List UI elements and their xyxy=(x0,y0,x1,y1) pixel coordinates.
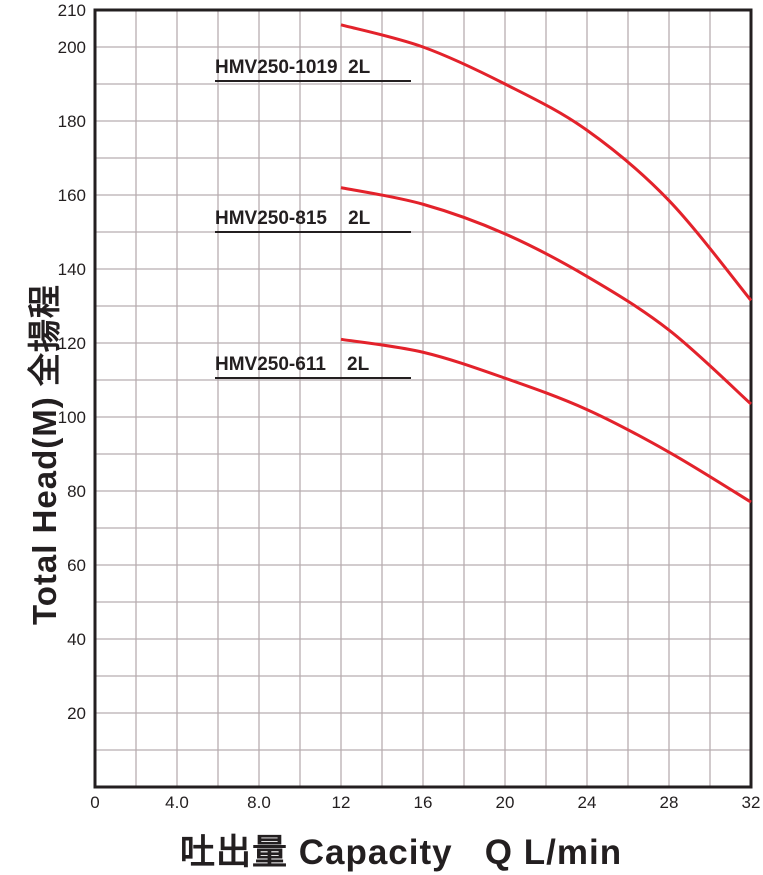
series-line xyxy=(340,337,752,504)
y-tick-label: 20 xyxy=(67,704,86,723)
x-axis-title: 吐出量 Capacity Q L/min xyxy=(180,833,623,872)
y-tick-label: 200 xyxy=(58,38,86,57)
series-label: HMV250-815 2L xyxy=(215,208,371,229)
series-label: HMV250-1019 2L xyxy=(215,57,371,78)
x-tick-label: 8.0 xyxy=(247,793,271,812)
x-tick-label: 20 xyxy=(496,793,515,812)
y-tick-label: 120 xyxy=(58,334,86,353)
x-tick-label: 24 xyxy=(578,793,597,812)
y-tick-label: 210 xyxy=(58,1,86,20)
y-tick-label: 140 xyxy=(58,260,86,279)
series-label: HMV250-611 2L xyxy=(215,354,370,375)
y-axis-title: Total Head(M) 全揚程 xyxy=(26,284,63,625)
y-tick-label: 60 xyxy=(67,556,86,575)
x-tick-label: 12 xyxy=(332,793,351,812)
series-line xyxy=(340,186,753,406)
y-tick-label: 100 xyxy=(58,408,86,427)
y-tick-label: 180 xyxy=(58,112,86,131)
series-line xyxy=(340,23,753,302)
x-tick-label: 28 xyxy=(660,793,679,812)
y-tick-label: 160 xyxy=(58,186,86,205)
x-tick-label: 16 xyxy=(414,793,433,812)
x-tick-label: 32 xyxy=(742,793,761,812)
y-tick-label: 80 xyxy=(67,482,86,501)
x-tick-label: 0 xyxy=(90,793,99,812)
plot-frame xyxy=(93,8,753,789)
y-tick-label: 40 xyxy=(67,630,86,649)
x-tick-label: 4.0 xyxy=(165,793,189,812)
